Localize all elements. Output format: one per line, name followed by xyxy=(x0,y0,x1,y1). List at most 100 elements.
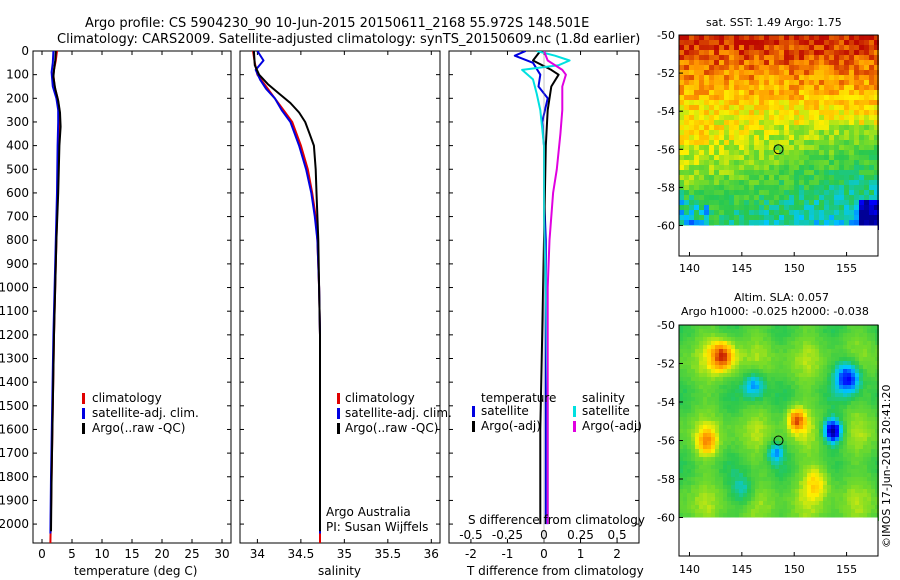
lat-tick-label: -58 xyxy=(657,473,675,486)
sst-cell xyxy=(759,120,764,125)
sla-cell xyxy=(699,381,703,385)
sla-cell xyxy=(771,501,775,505)
sla-cell xyxy=(815,341,819,345)
sla-cell xyxy=(799,365,803,369)
sla-cell xyxy=(783,385,787,389)
sla-cell xyxy=(767,437,771,441)
sst-cell xyxy=(744,170,749,175)
sla-cell xyxy=(855,333,859,337)
sla-cell xyxy=(783,413,787,417)
sla-cell xyxy=(723,401,727,405)
sst-cell xyxy=(774,120,779,125)
sst-cell xyxy=(794,115,799,120)
sla-cell xyxy=(815,421,819,425)
sla-cell xyxy=(719,477,723,481)
sla-cell xyxy=(755,469,759,473)
sla-cell xyxy=(795,497,799,501)
sla-cell xyxy=(855,509,859,513)
sst-cell xyxy=(719,215,724,220)
sla-cell xyxy=(799,409,803,413)
sla-cell xyxy=(731,385,735,389)
sla-cell xyxy=(747,469,751,473)
sst-cell xyxy=(844,165,849,170)
sla-cell xyxy=(739,461,743,465)
sla-cell xyxy=(711,353,715,357)
sst-cell xyxy=(719,170,724,175)
sla-cell xyxy=(751,421,755,425)
sla-cell xyxy=(779,433,783,437)
sst-cell xyxy=(689,85,694,90)
sst-cell xyxy=(859,175,864,180)
sst-cell xyxy=(814,205,819,210)
sst-cell xyxy=(689,45,694,50)
sst-cell xyxy=(874,85,879,90)
sst-cell xyxy=(799,165,804,170)
sla-cell xyxy=(863,345,867,349)
sst-cell xyxy=(694,90,699,95)
sst-cell xyxy=(714,190,719,195)
sla-cell xyxy=(751,477,755,481)
sla-cell xyxy=(763,433,767,437)
sla-cell xyxy=(787,509,791,513)
sla-cell xyxy=(743,457,747,461)
sla-cell xyxy=(727,481,731,485)
sla-cell xyxy=(811,357,815,361)
sst-cell xyxy=(844,150,849,155)
sla-cell xyxy=(763,401,767,405)
sla-cell xyxy=(739,493,743,497)
sla-cell xyxy=(731,413,735,417)
sla-cell xyxy=(723,409,727,413)
sla-cell xyxy=(775,505,779,509)
sla-cell xyxy=(779,457,783,461)
sla-cell xyxy=(723,421,727,425)
sst-cell xyxy=(734,120,739,125)
sla-cell xyxy=(695,429,699,433)
sla-cell xyxy=(835,437,839,441)
sla-cell xyxy=(807,449,811,453)
sst-cell xyxy=(789,185,794,190)
sla-cell xyxy=(835,337,839,341)
sla-cell xyxy=(715,409,719,413)
sst-cell xyxy=(819,165,824,170)
sla-cell xyxy=(743,409,747,413)
lon-tick-label: 140 xyxy=(679,262,700,275)
sla-cell xyxy=(871,493,875,497)
sla-cell xyxy=(707,413,711,417)
sla-cell xyxy=(703,337,707,341)
sla-cell xyxy=(699,501,703,505)
sst-cell xyxy=(684,145,689,150)
sla-cell xyxy=(871,389,875,393)
sst-cell xyxy=(769,50,774,55)
sst-cell xyxy=(699,90,704,95)
sst-cell xyxy=(739,190,744,195)
sst-cell xyxy=(679,35,684,40)
sst-cell xyxy=(799,210,804,215)
sst-cell xyxy=(869,40,874,45)
sla-cell xyxy=(699,465,703,469)
sla-cell xyxy=(699,373,703,377)
sla-cell xyxy=(739,365,743,369)
sla-cell xyxy=(775,409,779,413)
sla-cell xyxy=(835,489,839,493)
sla-cell xyxy=(751,465,755,469)
sla-cell xyxy=(763,509,767,513)
sst-cell xyxy=(849,180,854,185)
sla-cell xyxy=(735,377,739,381)
sla-cell xyxy=(851,333,855,337)
sla-cell xyxy=(843,445,847,449)
sst-cell xyxy=(754,90,759,95)
sla-cell xyxy=(703,449,707,453)
sst-cell xyxy=(799,120,804,125)
sla-cell xyxy=(683,341,687,345)
sla-cell xyxy=(803,405,807,409)
sst-cell xyxy=(839,55,844,60)
sla-cell xyxy=(875,349,879,353)
sla-cell xyxy=(811,337,815,341)
sst-cell xyxy=(819,55,824,60)
sla-cell xyxy=(823,433,827,437)
sst-cell xyxy=(854,85,859,90)
sst-cell xyxy=(684,175,689,180)
sst-cell xyxy=(849,130,854,135)
sla-cell xyxy=(831,405,835,409)
sla-cell xyxy=(839,485,843,489)
